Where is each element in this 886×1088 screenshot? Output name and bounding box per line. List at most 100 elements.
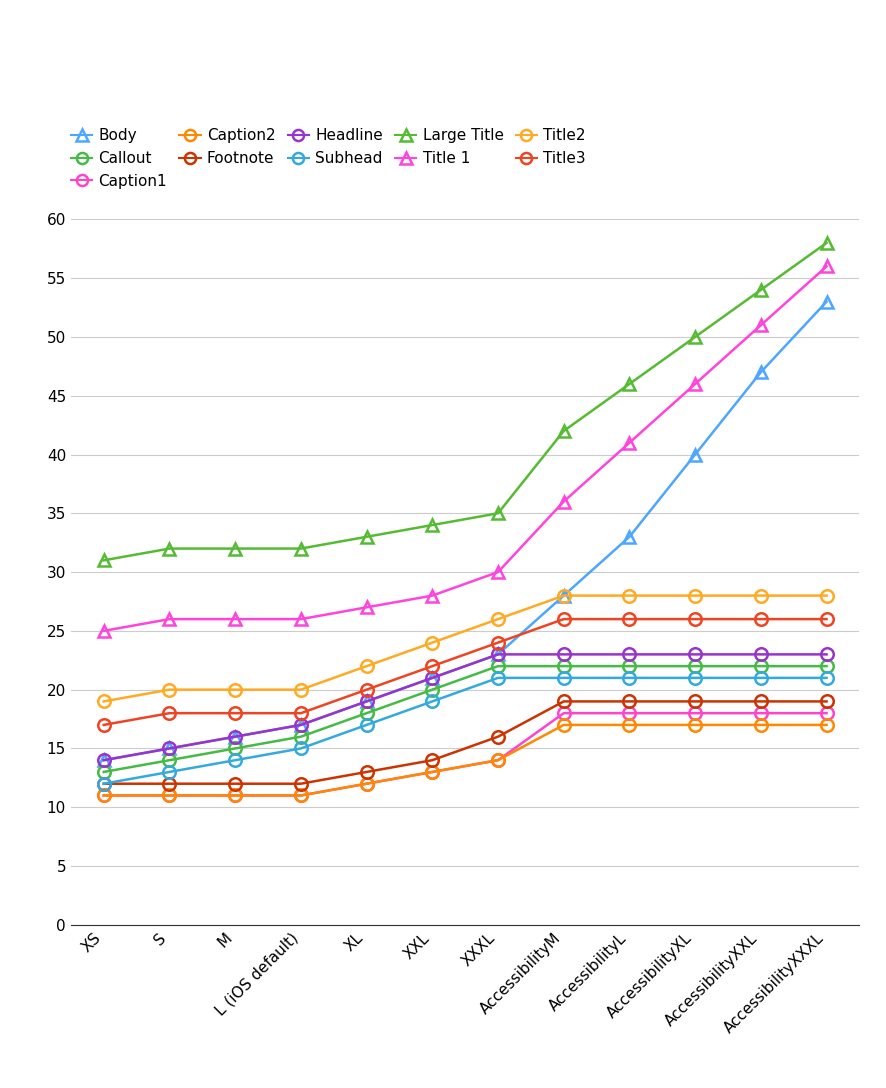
Title3 [624,613,634,626]
Footnote [361,766,372,779]
Caption1 [427,766,438,779]
Line: Caption1: Caption1 [97,707,833,802]
Headline [821,647,832,660]
Headline [624,647,634,660]
Headline [229,730,240,743]
Title3 [493,636,503,650]
Headline [427,671,438,684]
Caption2 [164,789,175,802]
Callout [756,659,766,672]
Caption1 [361,777,372,790]
Caption2 [493,754,503,767]
Subhead [427,695,438,708]
Body [558,589,569,602]
Body [98,754,109,767]
Large Title: (7, 42): (7, 42) [558,424,569,437]
Title 1 [296,613,307,626]
Line: Caption2: Caption2 [97,719,833,802]
Caption1 [624,706,634,719]
Body [624,530,634,543]
Caption1 [493,754,503,767]
Title2 [493,613,503,626]
Caption1 [756,706,766,719]
Large Title: (11, 58): (11, 58) [821,236,832,249]
Caption1 [164,789,175,802]
Caption2 [427,766,438,779]
Large Title: (4, 33): (4, 33) [361,530,372,543]
Body [756,366,766,379]
Title2 [296,683,307,696]
Large Title: (5, 34): (5, 34) [427,519,438,532]
Title2 [427,636,438,650]
Title2 [229,683,240,696]
Title2 [98,695,109,708]
Title3 [361,683,372,696]
Caption1 [229,789,240,802]
Caption2 [756,718,766,731]
Callout [164,754,175,767]
Line: Subhead: Subhead [97,671,833,790]
Body [361,695,372,708]
Footnote [296,777,307,790]
Large Title: (1, 32): (1, 32) [164,542,175,555]
Line: Title2: Title2 [97,590,833,707]
Title3 [229,706,240,719]
Subhead [296,742,307,755]
Title 1 [756,319,766,332]
Caption1 [690,706,701,719]
Callout [98,766,109,779]
Caption2 [296,789,307,802]
Footnote [690,695,701,708]
Callout [624,659,634,672]
Large Title: (6, 35): (6, 35) [493,507,503,520]
Footnote [98,777,109,790]
Line: Footnote: Footnote [97,695,833,790]
Body [821,295,832,308]
Caption2 [624,718,634,731]
Footnote [821,695,832,708]
Title 1 [98,625,109,638]
Title 1 [493,566,503,579]
Footnote [624,695,634,708]
Callout [690,659,701,672]
Line: Callout: Callout [97,660,833,778]
Title2 [361,659,372,672]
Headline [164,742,175,755]
Title 1 [361,601,372,614]
Headline [98,754,109,767]
Title 1 [624,436,634,449]
Title3 [164,706,175,719]
Caption1 [558,706,569,719]
Subhead [229,754,240,767]
Title3 [296,706,307,719]
Callout [493,659,503,672]
Subhead [361,718,372,731]
Line: Title 1: Title 1 [97,260,833,638]
Subhead [624,671,634,684]
Caption2 [690,718,701,731]
Title2 [558,589,569,602]
Callout [229,742,240,755]
Title3 [98,718,109,731]
Title2 [756,589,766,602]
Headline [558,647,569,660]
Line: Headline: Headline [97,648,833,766]
Title2 [821,589,832,602]
Footnote [164,777,175,790]
Title2 [164,683,175,696]
Caption2 [821,718,832,731]
Callout [427,683,438,696]
Footnote [427,754,438,767]
Callout [821,659,832,672]
Callout [558,659,569,672]
Body [296,718,307,731]
Body [427,671,438,684]
Headline [361,695,372,708]
Large Title: (0, 31): (0, 31) [98,554,109,567]
Callout [361,706,372,719]
Line: Title3: Title3 [97,613,833,731]
Body [229,730,240,743]
Title3 [821,613,832,626]
Body [690,448,701,461]
Footnote [493,730,503,743]
